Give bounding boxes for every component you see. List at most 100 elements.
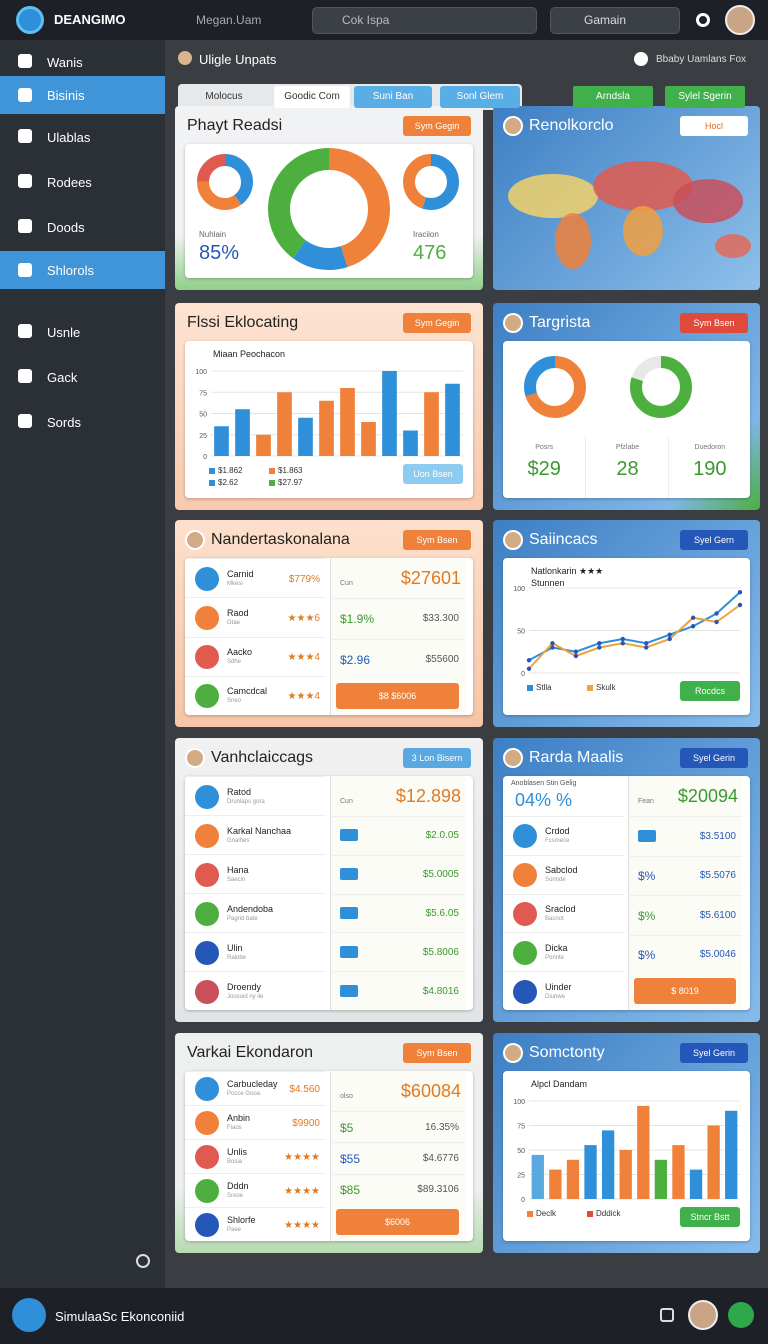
row-name: Dicka xyxy=(545,942,568,953)
list-row[interactable]: Dddn Sreoe ★★★★ xyxy=(185,1173,326,1207)
search-text: Cok Ispa xyxy=(342,13,390,27)
list-row[interactable]: Hana Saecin xyxy=(185,854,326,893)
row-value: $9900 xyxy=(292,1118,320,1129)
side-row xyxy=(330,816,465,855)
nav-item[interactable]: Usnle xyxy=(0,316,165,346)
button[interactable]: 3 Lon Bisern xyxy=(403,748,471,768)
button[interactable]: Hocl xyxy=(680,116,748,136)
star-icon[interactable] xyxy=(660,1308,674,1322)
legend-label: $1.862 xyxy=(218,466,243,475)
settings-icon[interactable] xyxy=(696,13,710,27)
list-row[interactable]: Uinder Diunwe xyxy=(503,971,624,1010)
tab[interactable]: Goodic Com xyxy=(274,86,350,108)
button[interactable]: Syel Gern xyxy=(680,530,748,550)
point xyxy=(573,649,579,654)
legend-swatch xyxy=(209,480,215,486)
button[interactable]: Stncr Bstt xyxy=(680,1207,740,1227)
nav-label: Doods xyxy=(47,220,85,235)
button[interactable]: $6006 xyxy=(336,1209,459,1235)
list-row[interactable]: Andendoba Pagrid bate xyxy=(185,893,326,932)
button[interactable]: $8 $6006 xyxy=(336,683,459,709)
list-row[interactable]: Raod Gtae ★★★6 xyxy=(185,597,326,636)
point xyxy=(737,602,743,608)
list-row[interactable]: Sraclod Bacnot xyxy=(503,893,624,933)
nav-item[interactable]: Doods xyxy=(0,211,165,241)
row-icon xyxy=(513,863,537,888)
search-box[interactable] xyxy=(312,7,537,34)
nav-item[interactable]: Wanis xyxy=(0,46,165,76)
row-sub: Saecin xyxy=(227,876,246,883)
user-search[interactable]: Megan.Uam xyxy=(196,13,262,27)
bar xyxy=(382,371,397,456)
button[interactable]: Uon Bsen xyxy=(403,464,463,484)
nav-icon xyxy=(18,414,32,428)
list-row[interactable]: Anbin Fiaos $9900 xyxy=(185,1105,326,1139)
list-row[interactable]: Droendy Joosoid ny ile xyxy=(185,971,326,1010)
row-icon xyxy=(195,940,219,965)
chart: 0 25 50 75 100 xyxy=(195,369,463,461)
button[interactable]: Sym Bsen xyxy=(403,1043,471,1063)
search-box-2[interactable] xyxy=(550,7,680,34)
tab-button[interactable]: Sylel Sgerin xyxy=(665,86,745,108)
donut-chart xyxy=(197,148,459,270)
bar xyxy=(445,383,460,456)
side-b: $4.8016 xyxy=(422,985,459,997)
tab[interactable]: Suni Ban xyxy=(354,86,432,108)
side-a: $2.96 xyxy=(340,652,371,667)
list-row[interactable]: Carbucleday Pocce Gooa $4.560 xyxy=(185,1071,326,1105)
tab[interactable]: Molocus xyxy=(205,91,243,102)
button[interactable]: Sym Bsen xyxy=(680,313,748,333)
side-row xyxy=(330,1173,465,1205)
row-name: Unlis xyxy=(227,1147,248,1157)
point xyxy=(690,624,696,629)
y-tick-label: 0 xyxy=(521,671,525,678)
list-row[interactable]: Crdod Fcsmece xyxy=(503,816,624,855)
button[interactable]: Sym Gegin xyxy=(403,313,471,333)
stat-value: $29 xyxy=(527,458,561,480)
avatar[interactable] xyxy=(725,5,755,35)
list-row[interactable]: Ulin Ralobe xyxy=(185,932,326,971)
nav-item[interactable]: Gack xyxy=(0,361,165,391)
row-value: ★★★★ xyxy=(284,1220,320,1231)
button[interactable]: Sym Gegin xyxy=(403,116,471,136)
button[interactable]: Rocdcs xyxy=(680,681,740,701)
button[interactable]: Syel Gerin xyxy=(680,748,748,768)
list-row[interactable]: Dicka Ponnte xyxy=(503,932,624,971)
button[interactable]: Syel Gerin xyxy=(680,1043,748,1063)
button[interactable]: $ 8019 xyxy=(634,978,736,1004)
nav-item[interactable]: Sords xyxy=(0,406,165,436)
side-b: 16.35% xyxy=(425,1121,459,1133)
list-row[interactable]: Ratod Drunlaps gora xyxy=(185,776,326,815)
side-a: $85 xyxy=(340,1183,361,1198)
side-row xyxy=(330,1111,465,1142)
row-value: $779% xyxy=(288,573,320,585)
side-icon xyxy=(340,945,358,958)
status-icon[interactable] xyxy=(728,1302,754,1328)
chart-subtitle-2: Stunnen xyxy=(531,578,565,588)
footer-icon xyxy=(12,1298,46,1332)
row-icon xyxy=(195,784,219,809)
nav-item[interactable]: Bisinis xyxy=(0,76,165,114)
row-icon xyxy=(513,824,537,849)
list-row[interactable]: Carnid Mkesi $779% xyxy=(185,558,326,597)
list-row[interactable]: Aacko Sdhe ★★★4 xyxy=(185,636,326,676)
nav-label: Usnle xyxy=(47,325,81,340)
button[interactable]: Sym Bsen xyxy=(403,530,471,550)
list-row[interactable]: Sabclod Sonnde xyxy=(503,854,624,894)
side-a: $% xyxy=(638,869,656,884)
list-row[interactable]: Camcdcal Sneo ★★★4 xyxy=(185,675,326,715)
nav-item[interactable]: Shlorols xyxy=(0,251,165,289)
tab[interactable]: Sonl Glem xyxy=(440,86,520,108)
side-row xyxy=(330,971,465,1010)
side-head: Cun xyxy=(340,580,353,587)
side-row xyxy=(330,598,465,639)
list-row[interactable]: Karkal Nanchaa Gnalhes xyxy=(185,815,326,854)
nav-item[interactable]: Rodees xyxy=(0,166,165,196)
legend-swatch xyxy=(269,468,275,474)
footer-avatar[interactable] xyxy=(688,1300,718,1330)
list-row[interactable]: Shlorfe Paee ★★★★ xyxy=(185,1207,326,1241)
timer-icon xyxy=(136,1254,150,1268)
list-row[interactable]: Unlis Bosia ★★★★ xyxy=(185,1139,326,1173)
nav-item[interactable]: Ulablas xyxy=(0,121,165,151)
tab-button[interactable]: Arndsla xyxy=(573,86,653,108)
